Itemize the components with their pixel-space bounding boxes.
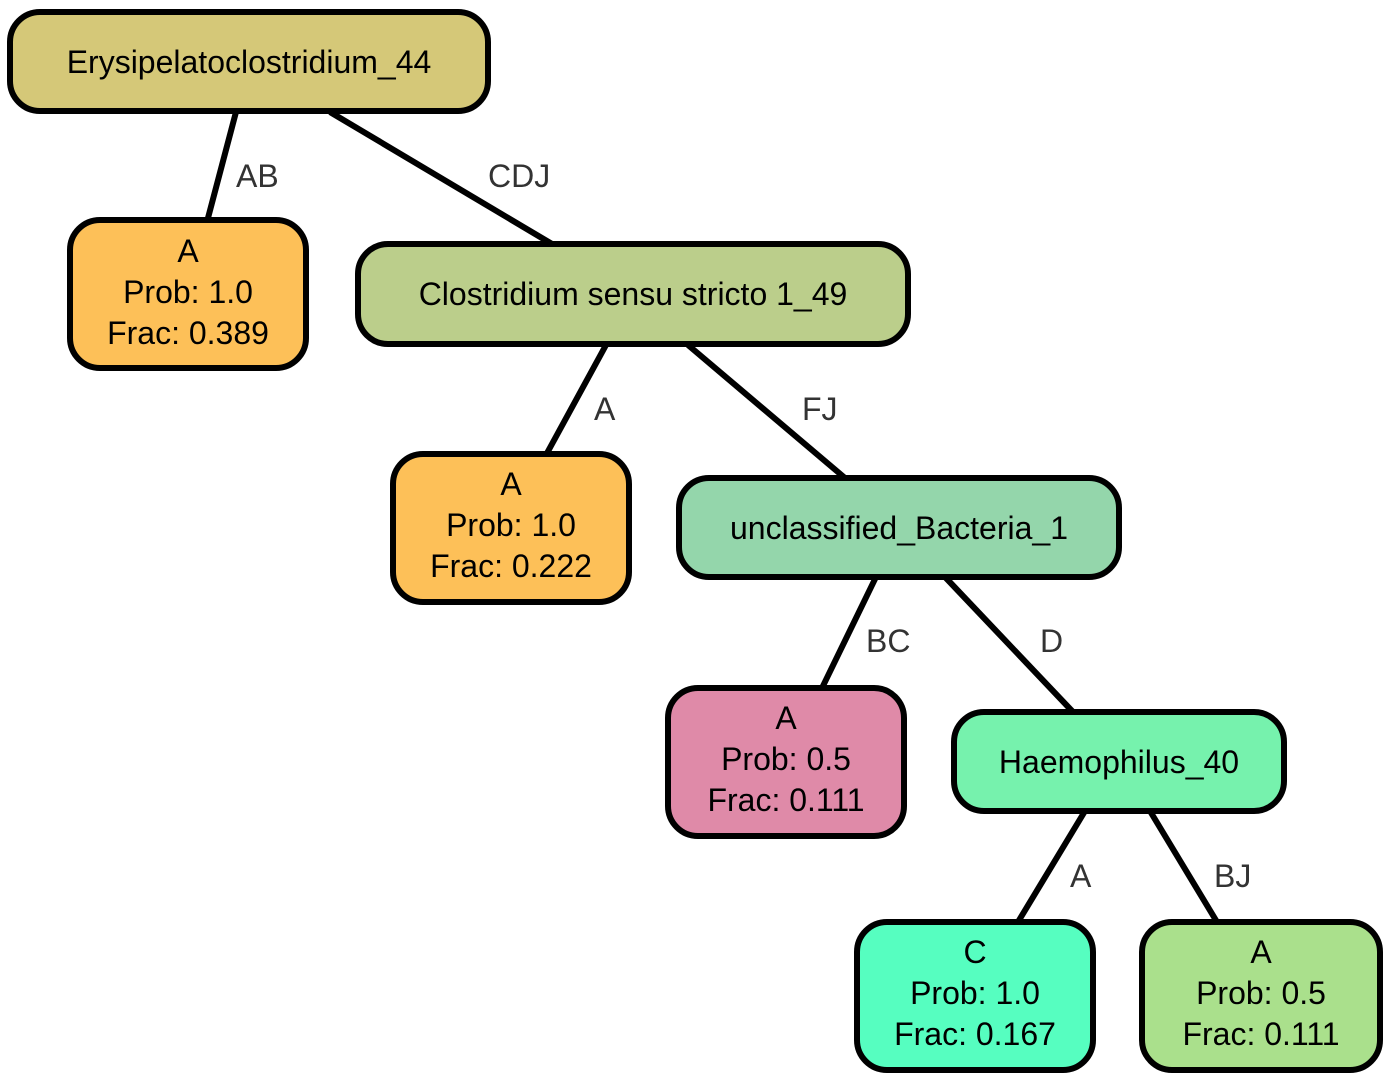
node-leaf3-box [665, 685, 907, 839]
node-haemophilus-label: Haemophilus_40 [999, 744, 1239, 780]
edge-label-clostridium-leaf2: A [594, 391, 616, 427]
node-leaf2: A Prob: 1.0 Frac: 0.222 [390, 451, 632, 605]
node-leaf4-class: C [963, 934, 986, 970]
node-root-label: Erysipelatoclostridium_44 [67, 44, 432, 80]
edge-label-root-clostridium: CDJ [488, 158, 550, 194]
edge-label-clostridium-unclassified: FJ [802, 391, 838, 427]
node-clostridium: Clostridium sensu stricto 1_49 [355, 241, 911, 347]
node-leaf3-class: A [775, 700, 797, 736]
node-leaf1-prob: Prob: 1.0 [123, 274, 253, 310]
edge-label-haemophilus-leaf5: BJ [1214, 858, 1251, 894]
node-leaf5-class: A [1250, 934, 1272, 970]
node-haemophilus-box [951, 709, 1287, 814]
node-haemophilus: Haemophilus_40 [951, 709, 1287, 814]
edge-haemophilus-to-leaf5 [1147, 809, 1220, 924]
edge-haemophilus-to-leaf4 [1015, 809, 1088, 924]
node-unclassified-label: unclassified_Bacteria_1 [730, 510, 1068, 546]
node-leaf2-frac: Frac: 0.222 [430, 548, 592, 584]
node-leaf4-frac: Frac: 0.167 [894, 1016, 1056, 1052]
node-leaf4: C Prob: 1.0 Frac: 0.167 [854, 919, 1096, 1073]
edge-label-haemophilus-leaf4: A [1070, 858, 1092, 894]
node-root: Erysipelatoclostridium_44 [7, 9, 491, 114]
node-leaf2-box [390, 451, 632, 605]
node-leaf2-prob: Prob: 1.0 [446, 507, 576, 543]
node-leaf4-prob: Prob: 1.0 [910, 975, 1040, 1011]
node-leaf3-prob: Prob: 0.5 [721, 741, 851, 777]
node-leaf5: A Prob: 0.5 Frac: 0.111 [1139, 919, 1383, 1073]
node-leaf2-class: A [500, 466, 522, 502]
edge-clostridium-to-unclassified [686, 342, 847, 481]
node-leaf3-frac: Frac: 0.111 [707, 782, 864, 818]
edge-unclassified-to-leaf3 [819, 575, 879, 690]
node-leaf3: A Prob: 0.5 Frac: 0.111 [665, 685, 907, 839]
edge-unclassified-to-haemophilus [942, 574, 1076, 715]
node-clostridium-label: Clostridium sensu stricto 1_49 [419, 276, 848, 312]
edge-clostridium-to-leaf2 [543, 343, 609, 457]
node-leaf5-frac: Frac: 0.111 [1182, 1016, 1339, 1052]
edge-label-unclassified-leaf3: BC [866, 623, 910, 659]
node-leaf4-box [854, 919, 1096, 1073]
edge-root-to-leaf1 [205, 111, 239, 219]
node-unclassified: unclassified_Bacteria_1 [676, 475, 1122, 580]
node-leaf5-box [1139, 919, 1383, 1073]
edge-label-root-leaf1: AB [236, 158, 279, 194]
node-leaf1: A Prob: 1.0 Frac: 0.389 [67, 217, 309, 371]
node-clostridium-box [355, 241, 911, 347]
node-leaf1-box [67, 217, 309, 371]
node-leaf1-frac: Frac: 0.389 [107, 315, 269, 351]
node-root-box [7, 9, 491, 114]
node-unclassified-box [676, 475, 1122, 580]
node-leaf5-prob: Prob: 0.5 [1196, 975, 1326, 1011]
edge-root-to-clostridium [328, 109, 554, 247]
node-leaf1-class: A [177, 233, 199, 269]
edge-label-unclassified-haemophilus: D [1040, 623, 1063, 659]
